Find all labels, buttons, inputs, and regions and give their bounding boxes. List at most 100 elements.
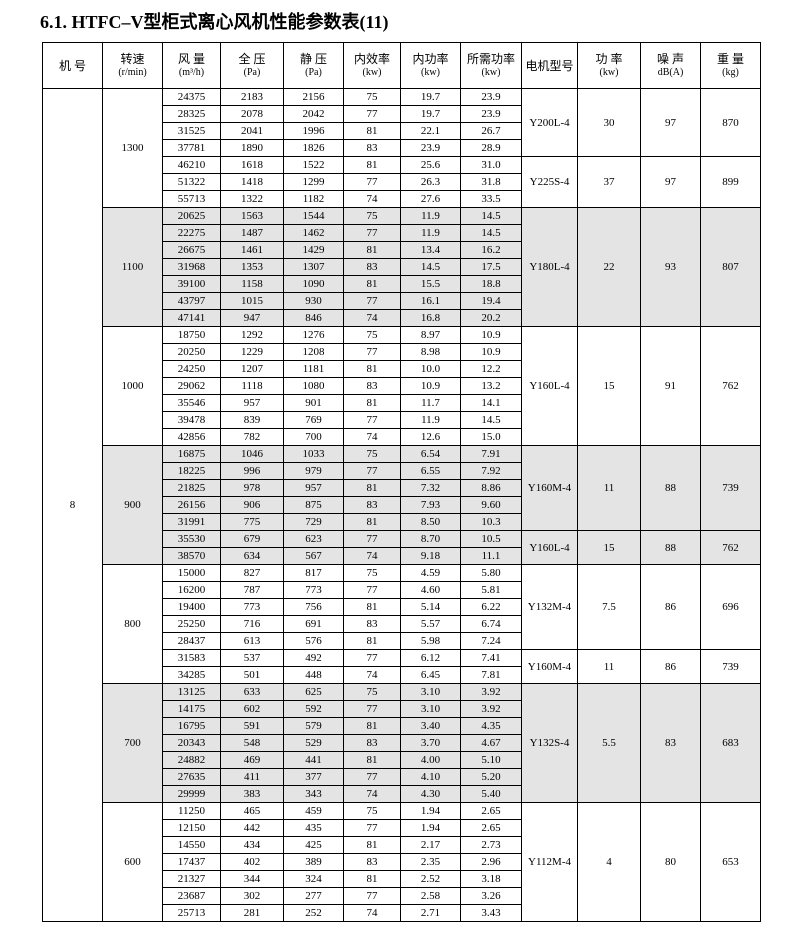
cell: 13.2 (460, 377, 522, 395)
cell: 19.7 (400, 105, 461, 123)
cell: 6.54 (400, 445, 461, 463)
motor-weight: 653 (700, 802, 761, 922)
cell: 77 (343, 292, 401, 310)
cell: 24375 (162, 88, 221, 106)
cell: 17.5 (460, 258, 522, 276)
header-text: 转速 (120, 51, 145, 66)
cell: 10.9 (460, 343, 522, 361)
cell: 12.2 (460, 360, 522, 378)
cell: 448 (283, 666, 344, 684)
data-row: 51322 1418 1299 77 26.3 31.8 (43, 173, 761, 191)
cell: 5.57 (400, 615, 461, 633)
cell: 1090 (283, 275, 344, 293)
data-row: 21825 978 957 81 7.32 8.86 (43, 479, 761, 497)
data-row: 1100 20625 1563 1544 75 11.9 14.5 Y180L-4 22 93 80… (43, 207, 761, 327)
cell: 77 (343, 173, 401, 191)
cell: 1353 (220, 258, 284, 276)
cell: 81 (343, 479, 401, 497)
cell: 3.18 (460, 870, 522, 888)
cell: 75 (343, 88, 401, 106)
cell: 1.94 (400, 802, 461, 820)
cell: 11.9 (400, 207, 461, 225)
column-header: 静 压 (Pa) (283, 42, 344, 89)
cell: 16.8 (400, 309, 461, 327)
column-header: 噪 声 dB(A) (640, 42, 701, 89)
cell: 26156 (162, 496, 221, 514)
cell: 81 (343, 241, 401, 259)
cell: 77 (343, 887, 401, 905)
cell: 691 (283, 615, 344, 633)
cell: 81 (343, 870, 401, 888)
cell: 25250 (162, 615, 221, 633)
cell: 77 (343, 462, 401, 480)
header-text: 全 压 (238, 51, 266, 66)
cell: 14.5 (460, 411, 522, 429)
cell: 817 (283, 564, 344, 582)
cell: 15000 (162, 564, 221, 582)
cell: 1046 (220, 445, 284, 463)
cell: 12.6 (400, 428, 461, 446)
cell: 2.17 (400, 836, 461, 854)
cell: 23.9 (400, 139, 461, 157)
cell: 10.9 (400, 377, 461, 395)
cell: 4.35 (460, 717, 522, 735)
column-header: 风 量 (m³/h) (162, 42, 221, 89)
cell: 74 (343, 428, 401, 446)
motor-weight: 870 (700, 88, 761, 157)
motor-power: 30 (577, 88, 641, 157)
cell: 74 (343, 547, 401, 565)
cell: 465 (220, 802, 284, 820)
cell: 1118 (220, 377, 284, 395)
cell: 634 (220, 547, 284, 565)
cell: 19400 (162, 598, 221, 616)
column-header: 转速 (r/min) (102, 42, 163, 89)
motor-noise: 91 (640, 326, 701, 446)
cell: 13.4 (400, 241, 461, 259)
header-text: 内功率 (412, 51, 449, 66)
data-row: 31991 775 729 81 8.50 10.3 (43, 513, 761, 531)
cell: 31.0 (460, 156, 522, 174)
motor-model: Y132S-4 (521, 683, 578, 803)
cell: 6.74 (460, 615, 522, 633)
cell: 773 (283, 581, 344, 599)
cell: 81 (343, 598, 401, 616)
motor-model: Y160M-4 (521, 649, 578, 684)
cell: 1208 (283, 343, 344, 361)
cell: 83 (343, 615, 401, 633)
motor-weight: 739 (700, 649, 761, 684)
speed: 1000 (102, 326, 163, 446)
cell: 10.3 (460, 513, 522, 531)
header-text: (kw) (599, 66, 619, 78)
cell: 8.50 (400, 513, 461, 531)
cell: 16.2 (460, 241, 522, 259)
motor-power: 15 (577, 326, 641, 446)
cell: 827 (220, 564, 284, 582)
cell: 77 (343, 224, 401, 242)
data-row: 17437 402 389 83 2.35 2.96 (43, 853, 761, 871)
cell: 2042 (283, 105, 344, 123)
header-text: (m³/h) (178, 66, 205, 78)
cell: 19.4 (460, 292, 522, 310)
cell: 8.97 (400, 326, 461, 344)
cell: 4.67 (460, 734, 522, 752)
cell: 77 (343, 343, 401, 361)
data-row: 12150 442 435 77 1.94 2.65 (43, 819, 761, 837)
cell: 20625 (162, 207, 221, 225)
cell: 81 (343, 122, 401, 140)
cell: 1.94 (400, 819, 461, 837)
cell: 81 (343, 513, 401, 531)
motor-power: 37 (577, 156, 641, 208)
motor-noise: 86 (640, 649, 701, 684)
cell: 591 (220, 717, 284, 735)
cell: 252 (283, 904, 344, 922)
motor-model: Y112M-4 (521, 802, 578, 922)
cell: 4.60 (400, 581, 461, 599)
cell: 1487 (220, 224, 284, 242)
cell: 26.7 (460, 122, 522, 140)
cell: 21825 (162, 479, 221, 497)
motor-power: 22 (577, 207, 641, 327)
cell: 2.52 (400, 870, 461, 888)
speed: 800 (102, 564, 163, 684)
cell: 7.92 (460, 462, 522, 480)
cell: 8.86 (460, 479, 522, 497)
